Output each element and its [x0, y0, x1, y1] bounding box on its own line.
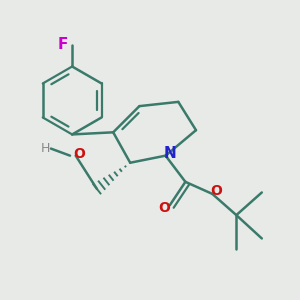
Text: O: O	[158, 201, 170, 215]
Text: N: N	[164, 146, 176, 161]
Text: F: F	[58, 37, 68, 52]
Text: O: O	[210, 184, 222, 198]
Text: O: O	[73, 147, 85, 161]
Text: H: H	[40, 142, 50, 155]
